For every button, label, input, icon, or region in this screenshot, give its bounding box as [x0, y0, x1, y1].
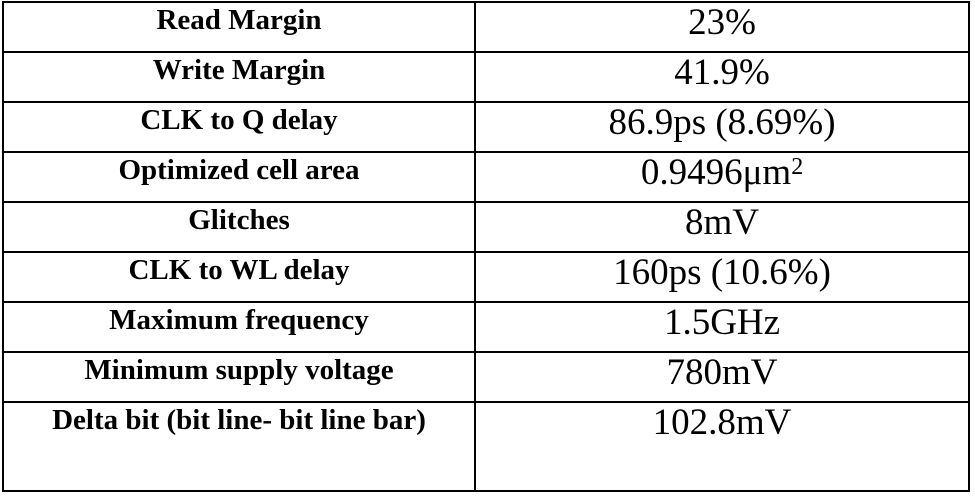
value-cell: 160ps (10.6%) [474, 251, 970, 303]
parameter-cell: Optimized cell area [2, 151, 476, 203]
parameter-cell: CLK to Q delay [2, 101, 476, 153]
parameter-cell: CLK to WL delay [2, 251, 476, 303]
parameter-cell: Minimum supply voltage [2, 351, 476, 403]
value-text: 0.9496μm [640, 152, 792, 193]
value-cell: 23% [474, 1, 970, 53]
table-row: Delta bit (bit line- bit line bar) 102.8… [2, 401, 970, 492]
parameter-cell: Glitches [2, 201, 476, 253]
value-cell: 780mV [474, 351, 970, 403]
value-cell: 86.9ps (8.69%) [474, 101, 970, 153]
parameter-cell: Maximum frequency [2, 301, 476, 353]
value-cell: 41.9% [474, 51, 970, 103]
table-row: Optimized cell area 0.9496μm2 [2, 151, 970, 203]
value-superscript: 2 [791, 154, 804, 180]
table-row: Minimum supply voltage 780mV [2, 351, 970, 403]
table-row: Glitches 8mV [2, 201, 970, 253]
value-cell: 8mV [474, 201, 970, 253]
value-cell: 0.9496μm2 [474, 151, 970, 203]
table-row: Maximum frequency 1.5GHz [2, 301, 970, 353]
value-cell: 102.8mV [474, 401, 970, 492]
parameter-cell: Delta bit (bit line- bit line bar) [2, 401, 476, 492]
table-row: CLK to Q delay 86.9ps (8.69%) [2, 101, 970, 153]
parameter-cell: Write Margin [2, 51, 476, 103]
table-row: Read Margin 23% [2, 1, 970, 53]
parameter-cell: Read Margin [2, 1, 476, 53]
table-row: CLK to WL delay 160ps (10.6%) [2, 251, 970, 303]
value-cell: 1.5GHz [474, 301, 970, 353]
table-row: Write Margin 41.9% [2, 51, 970, 103]
